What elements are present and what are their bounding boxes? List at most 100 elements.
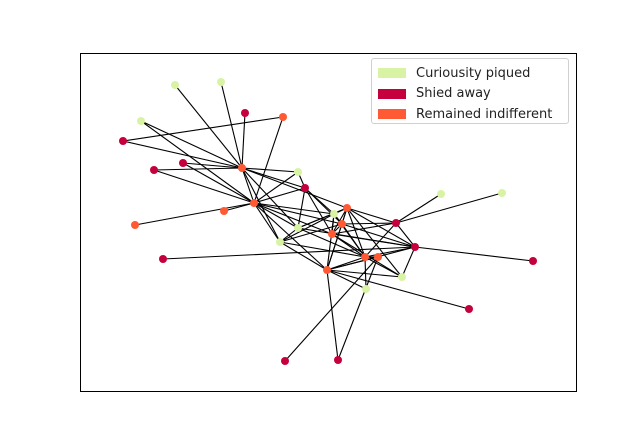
network-edge (241, 167, 255, 204)
network-node-indifferent (279, 113, 287, 121)
network-edge (297, 187, 306, 229)
network-node-shied (465, 305, 473, 313)
legend: Curiousity piqued Shied away Remained in… (371, 58, 569, 124)
network-edge (297, 227, 366, 258)
network-node-curious (362, 285, 370, 293)
network-node-indifferent (131, 221, 139, 229)
network-edge (401, 246, 416, 278)
network-node-indifferent (374, 253, 382, 261)
network-edge (182, 162, 255, 204)
network-edge (241, 112, 246, 169)
network-node-shied (119, 137, 127, 145)
network-edge (395, 193, 442, 224)
network-node-indifferent (343, 204, 351, 212)
network-edge (346, 207, 366, 258)
network-node-indifferent (323, 266, 331, 274)
network-edge (253, 202, 343, 225)
network-edge (253, 202, 333, 235)
network-node-curious (171, 81, 179, 89)
network-edge (182, 162, 243, 169)
network-node-indifferent (238, 164, 246, 172)
legend-swatch-indifferent (378, 109, 406, 120)
network-edge (297, 227, 416, 248)
network-edge (337, 256, 379, 361)
network-edge (304, 187, 343, 225)
network-node-shied (150, 166, 158, 174)
network-node-shied (529, 257, 537, 265)
node-layer (119, 78, 537, 365)
network-node-shied (179, 159, 187, 167)
network-node-curious (398, 273, 406, 281)
network-edge (364, 222, 397, 258)
network-edge (134, 202, 255, 226)
network-node-curious (276, 238, 284, 246)
network-node-curious (437, 190, 445, 198)
network-node-curious (294, 168, 302, 176)
network-node-curious (294, 224, 302, 232)
network-edge (253, 202, 335, 215)
network-node-indifferent (361, 253, 369, 261)
network-edge (241, 167, 299, 173)
network-edge (174, 84, 243, 169)
network-edge (326, 269, 367, 290)
network-edge (364, 256, 403, 278)
network-node-shied (334, 356, 342, 364)
network-edge (279, 223, 343, 243)
network-edge (153, 169, 255, 204)
legend-label-indifferent: Remained indifferent (416, 106, 553, 122)
network-node-curious (217, 78, 225, 86)
network-edge (341, 223, 416, 248)
network-node-curious (330, 210, 338, 218)
legend-label-curious: Curiousity piqued (416, 65, 531, 81)
network-edge (140, 120, 243, 169)
network-edge (253, 202, 299, 229)
network-node-shied (241, 109, 249, 117)
network-node-indifferent (338, 220, 346, 228)
network-node-curious (498, 189, 506, 197)
network-edge (346, 207, 403, 278)
network-edge (395, 192, 503, 224)
network-edge (346, 207, 397, 224)
network-edge (122, 140, 243, 169)
network-edge (253, 171, 299, 204)
network-edge (333, 213, 366, 258)
network-node-indifferent (250, 199, 258, 207)
network-edge (414, 246, 534, 262)
network-edge (304, 187, 333, 235)
network-edge (122, 116, 284, 142)
legend-item-curious: Curiousity piqued (378, 63, 562, 84)
network-edge (326, 269, 403, 278)
network-edge (395, 222, 416, 248)
legend-swatch-curious (378, 68, 406, 79)
network-edge (253, 202, 281, 243)
network-edge (253, 116, 284, 204)
network-edge (326, 256, 379, 271)
network-edge (153, 167, 243, 171)
network-edge (241, 167, 306, 189)
legend-item-indifferent: Remained indifferent (378, 104, 562, 125)
network-node-shied (411, 243, 419, 251)
network-edge (364, 256, 367, 290)
network-edge (140, 120, 255, 204)
network-node-shied (159, 255, 167, 263)
legend-label-shied: Shied away (416, 86, 491, 102)
network-edge (279, 241, 366, 258)
network-edge (241, 167, 348, 209)
network-edge (326, 269, 470, 310)
network-edge (346, 207, 416, 248)
network-edge (162, 246, 416, 260)
network-node-shied (301, 184, 309, 192)
network-node-shied (281, 357, 289, 365)
legend-swatch-shied (378, 88, 406, 99)
network-node-indifferent (328, 230, 336, 238)
network-edge (284, 256, 379, 362)
network-node-shied (392, 219, 400, 227)
network-edge (253, 187, 306, 204)
network-edge (341, 222, 397, 225)
network-node-curious (137, 117, 145, 125)
network-edge (326, 223, 343, 271)
edge-layer (122, 81, 534, 362)
network-edge (326, 269, 339, 361)
legend-item-shied: Shied away (378, 84, 562, 105)
network-node-indifferent (220, 207, 228, 215)
